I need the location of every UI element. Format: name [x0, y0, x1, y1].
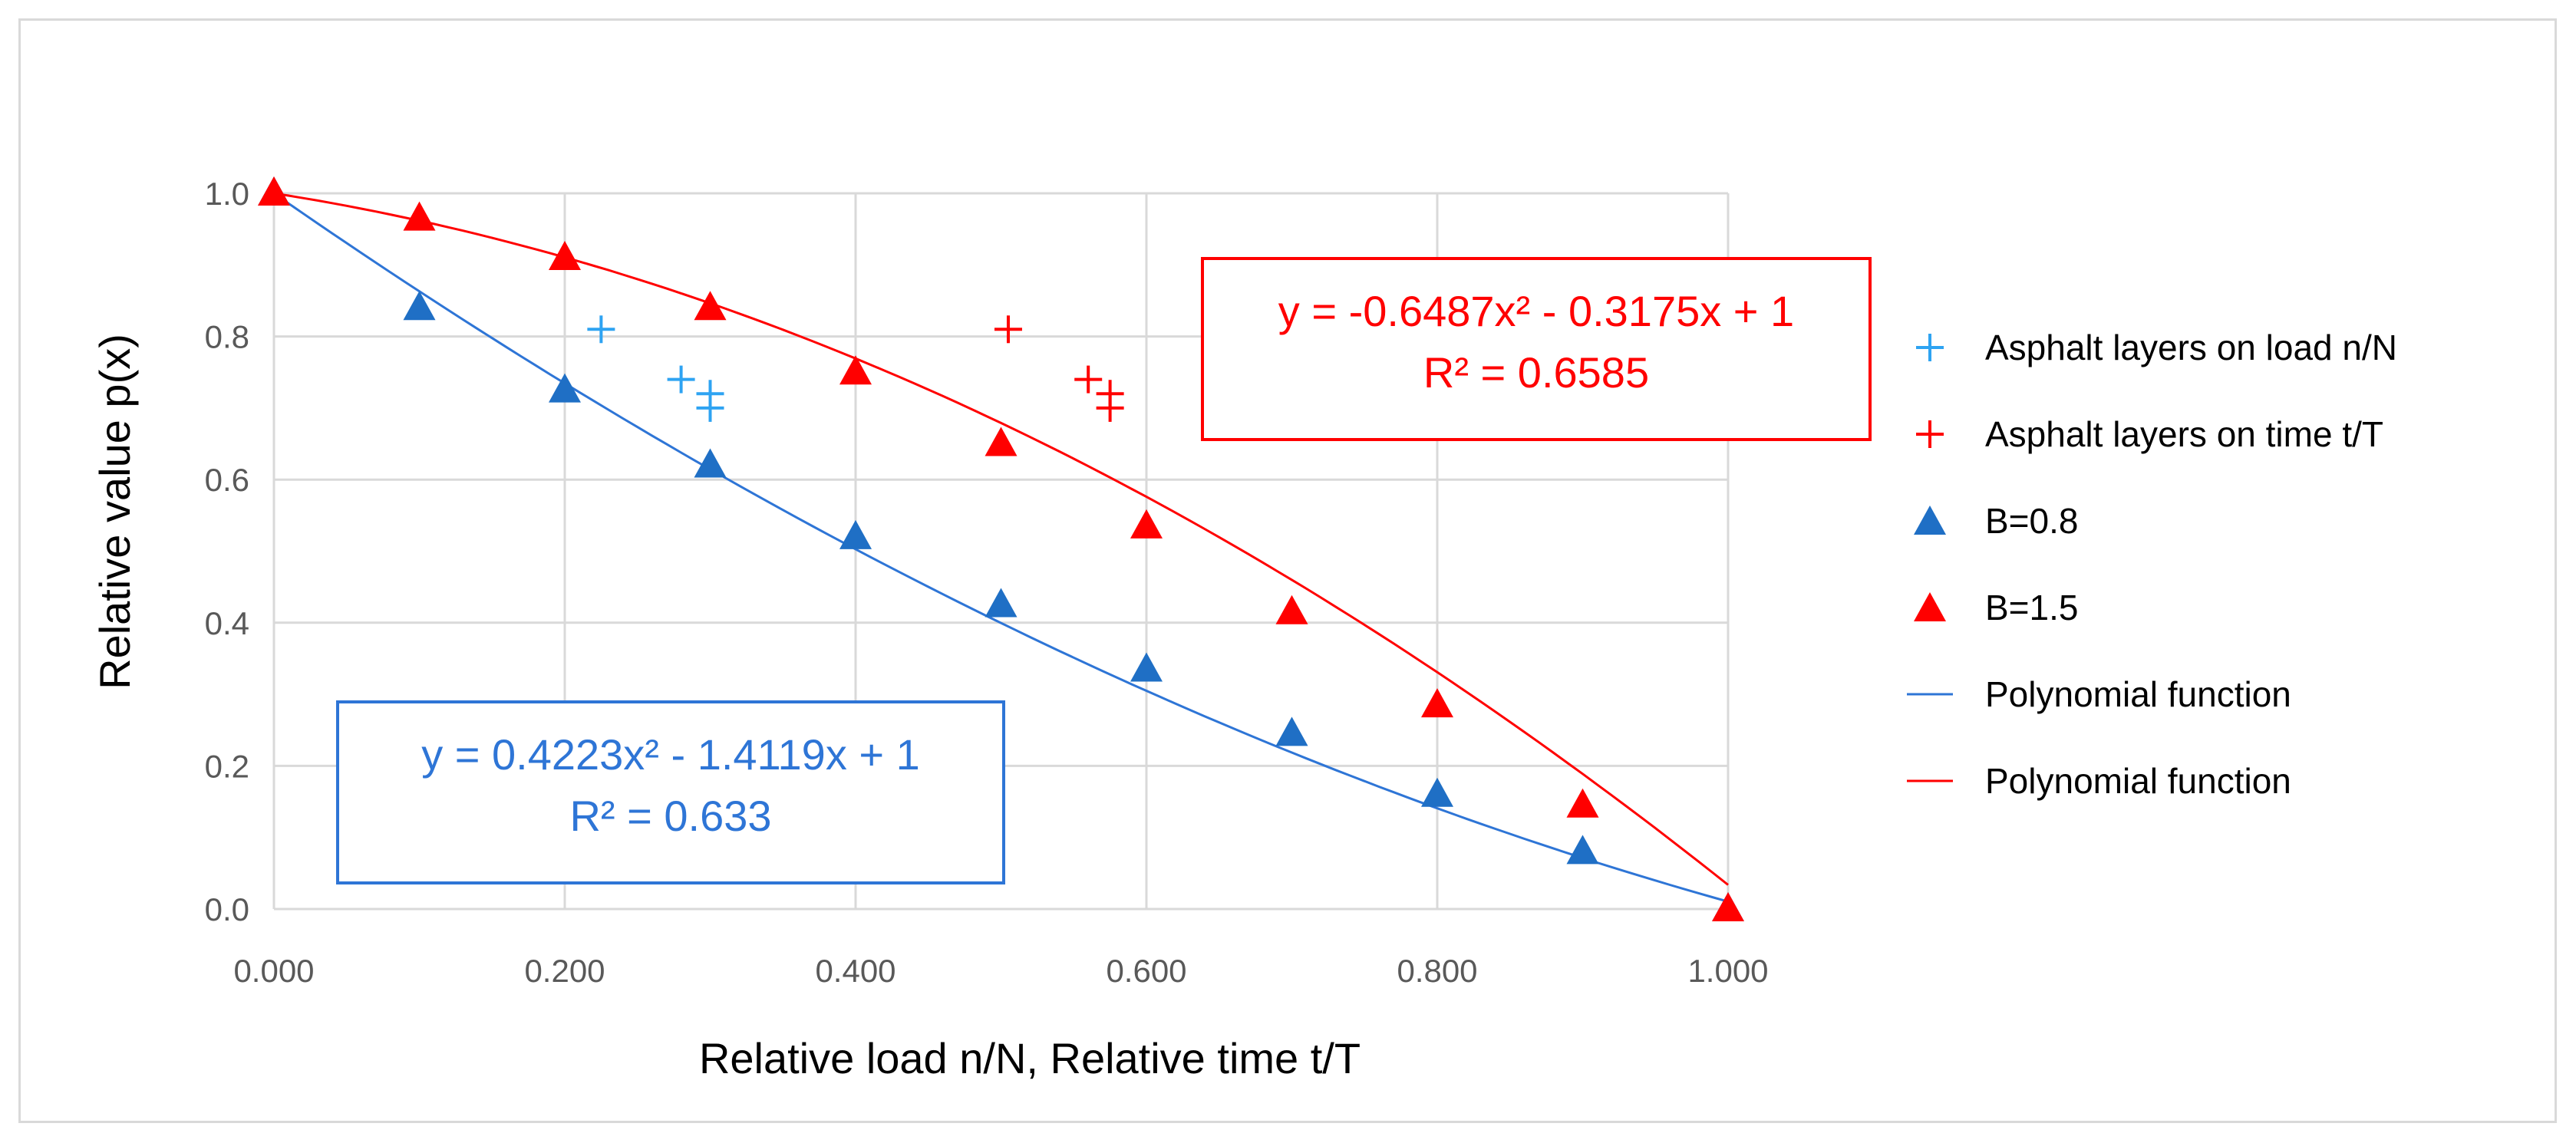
x-axis-title: Relative load n/N, Relative time t/T [699, 1034, 1361, 1082]
y-tick-label: 0.2 [205, 748, 249, 784]
legend-label-4: Polynomial function [1985, 674, 2291, 714]
triangle-marker-series-2 [1275, 716, 1308, 746]
legend-label-1: Asphalt layers on time t/T [1985, 414, 2383, 454]
triangle-marker-series-3 [985, 427, 1018, 456]
red-equation-text: y = -0.6487x² - 0.3175x + 1 [1278, 287, 1794, 335]
legend-label-0: Asphalt layers on load n/N [1985, 328, 2397, 367]
y-axis-title: Relative value p(x) [91, 334, 139, 690]
red-r2-text: R² = 0.6585 [1423, 348, 1649, 397]
plus-marker-series-1 [994, 315, 1022, 344]
legend-swatch-2 [1914, 506, 1946, 535]
triangle-marker-series-2 [839, 519, 872, 549]
legend-label-5: Polynomial function [1985, 761, 2291, 801]
triangle-marker-series-3 [1421, 688, 1453, 718]
trendline-series-5 [273, 192, 1729, 886]
x-tick-label: 0.200 [524, 953, 605, 989]
y-tick-label: 0.0 [205, 891, 249, 927]
triangle-marker-series-2 [1130, 652, 1163, 682]
y-tick-label: 0.6 [205, 462, 249, 498]
plus-marker-series-1 [1096, 394, 1124, 422]
x-tick-label: 1.000 [1687, 953, 1768, 989]
blue-equation-box [336, 700, 1005, 884]
y-tick-label: 0.8 [205, 319, 249, 355]
triangle-marker-series-2 [403, 291, 436, 321]
x-tick-label: 0.600 [1106, 953, 1186, 989]
plus-marker-series-0 [696, 394, 724, 422]
legend-label-3: B=1.5 [1985, 588, 2079, 627]
triangle-marker-series-3 [1130, 509, 1163, 539]
tick-label-layer: 0.000 0.200 0.400 0.600 0.800 1.000 0.0 0.2 0.4 0… [205, 176, 1769, 989]
triangle-marker-series-2 [1566, 835, 1599, 865]
triangle-marker-series-3 [1712, 892, 1744, 921]
y-tick-label: 0.4 [205, 605, 249, 641]
blue-equation-text: y = 0.4223x² - 1.4119x + 1 [421, 730, 920, 779]
triangle-marker-series-3 [694, 291, 727, 321]
triangle-marker-series-3 [258, 176, 290, 206]
plus-marker-series-0 [667, 365, 695, 394]
x-tick-label: 0.800 [1397, 953, 1477, 989]
blue-r2-text: R² = 0.633 [569, 792, 771, 840]
triangle-marker-series-3 [403, 201, 436, 231]
marker-layer [258, 176, 1744, 921]
x-tick-label: 0.400 [815, 953, 895, 989]
legend: Asphalt layers on load n/N Asphalt layers… [1907, 328, 2397, 801]
plus-marker-series-1 [1074, 365, 1103, 394]
red-equation-box [1201, 257, 1872, 441]
triangle-marker-series-3 [1566, 788, 1599, 818]
legend-label-2: B=0.8 [1985, 501, 2079, 541]
triangle-marker-series-3 [839, 355, 872, 385]
trendline-layer [273, 192, 1729, 903]
triangle-marker-series-2 [985, 588, 1018, 618]
legend-swatch-0 [1916, 334, 1944, 361]
legend-swatch-3 [1914, 592, 1946, 621]
triangle-marker-series-3 [549, 240, 581, 270]
triangle-marker-series-2 [1421, 777, 1453, 807]
triangle-marker-series-3 [1275, 595, 1308, 624]
trendline-series-4 [273, 192, 1729, 903]
triangle-marker-series-2 [694, 448, 727, 478]
x-tick-label: 0.000 [233, 953, 314, 989]
chart-frame: 0.000 0.200 0.400 0.600 0.800 1.000 0.0 0.2 0.4 0… [18, 18, 2557, 1123]
chart-svg: 0.000 0.200 0.400 0.600 0.800 1.000 0.0 0.2 0.4 0… [91, 176, 2397, 1082]
plus-marker-series-0 [587, 315, 615, 344]
triangle-marker-series-2 [549, 373, 581, 403]
y-tick-label: 1.0 [205, 176, 249, 212]
legend-swatch-1 [1916, 420, 1944, 448]
